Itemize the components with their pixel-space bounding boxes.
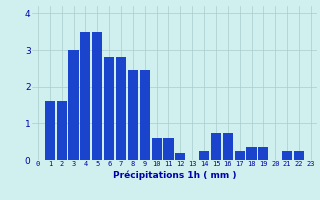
Bar xyxy=(140,70,150,160)
Bar xyxy=(282,151,292,160)
Bar xyxy=(294,151,304,160)
Bar xyxy=(104,57,114,160)
Bar xyxy=(235,151,245,160)
Bar xyxy=(164,138,173,160)
Bar xyxy=(175,153,185,160)
Bar xyxy=(223,132,233,160)
Bar xyxy=(128,70,138,160)
Bar xyxy=(211,132,221,160)
Bar xyxy=(258,147,268,160)
Bar xyxy=(246,147,257,160)
Bar xyxy=(152,138,162,160)
Bar xyxy=(116,57,126,160)
Bar xyxy=(57,101,67,160)
Bar xyxy=(92,32,102,160)
Bar xyxy=(45,101,55,160)
X-axis label: Précipitations 1h ( mm ): Précipitations 1h ( mm ) xyxy=(113,170,236,180)
Bar xyxy=(80,32,91,160)
Bar xyxy=(199,151,209,160)
Bar xyxy=(68,50,79,160)
